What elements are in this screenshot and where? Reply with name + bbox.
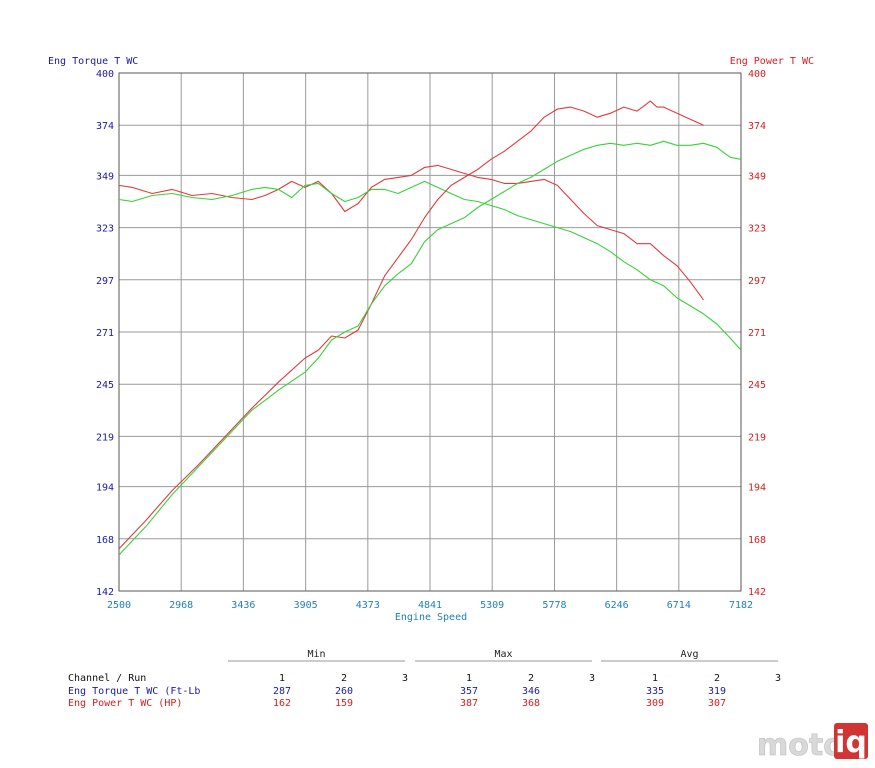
stats-value-avg: 307 xyxy=(708,698,726,709)
stats-value-avg: 319 xyxy=(708,686,726,697)
stats-row-label: Eng Power T WC (HP) xyxy=(68,698,182,709)
right-tick-label: 374 xyxy=(748,121,766,132)
logo-iq-text: iq xyxy=(835,725,867,760)
plot-area-border xyxy=(118,72,742,592)
left-tick-label: 400 xyxy=(96,69,114,80)
left-tick-label: 374 xyxy=(96,121,114,132)
axis-ticks: 2500 2968 3436 3905 4373 4841 5309 5778 6246 6714… xyxy=(96,69,766,611)
stats-value-avg: 309 xyxy=(646,698,664,709)
left-tick-label: 245 xyxy=(96,380,114,391)
x-tick-label: 5309 xyxy=(480,600,504,611)
stats-value-max: 346 xyxy=(522,686,540,697)
x-tick-label: 7182 xyxy=(729,600,753,611)
stats-value-max: 368 xyxy=(522,698,540,709)
left-tick-label: 168 xyxy=(96,535,114,546)
x-axis-title: Engine Speed xyxy=(395,612,467,623)
left-tick-label: 271 xyxy=(96,328,114,339)
x-tick-label: 3905 xyxy=(294,600,318,611)
stats-value-max: 387 xyxy=(460,698,478,709)
stats-run-label: 3 xyxy=(402,673,408,684)
stats-run-label: 2 xyxy=(341,673,347,684)
left-tick-label: 323 xyxy=(96,224,114,235)
x-tick-label: 4373 xyxy=(356,600,380,611)
left-tick-label: 349 xyxy=(96,171,114,182)
x-tick-label: 6246 xyxy=(605,600,629,611)
right-tick-label: 349 xyxy=(748,171,766,182)
right-tick-label: 271 xyxy=(748,328,766,339)
left-tick-label: 219 xyxy=(96,432,114,443)
torque-run1-line xyxy=(118,164,704,301)
x-tick-label: 6714 xyxy=(667,600,691,611)
torque-run2-line xyxy=(118,180,742,351)
stats-row-label: Eng Torque T WC (Ft-Lb xyxy=(68,686,200,697)
right-tick-label: 219 xyxy=(748,432,766,443)
stats-value-min: 162 xyxy=(273,698,291,709)
right-tick-label: 245 xyxy=(748,380,766,391)
stats-group-header-min: Min xyxy=(307,649,325,660)
stats-group-header-max: Max xyxy=(494,649,512,660)
right-tick-label: 400 xyxy=(748,69,766,80)
x-tick-label: 2968 xyxy=(169,600,193,611)
motoiq-logo: moto iq xyxy=(757,723,868,763)
x-tick-label: 4841 xyxy=(418,600,442,611)
right-tick-label: 297 xyxy=(748,276,766,287)
x-tick-label: 3436 xyxy=(231,600,255,611)
stats-value-min: 159 xyxy=(335,698,353,709)
stats-table: Min Max Avg Channel / Run 1 2 3 1 2 3 1 2 3 Eng Torqu… xyxy=(68,649,781,709)
stats-value-min: 260 xyxy=(335,686,353,697)
right-tick-label: 142 xyxy=(748,587,766,598)
stats-value-avg: 335 xyxy=(646,686,664,697)
right-tick-label: 194 xyxy=(748,483,766,494)
left-tick-label: 194 xyxy=(96,483,114,494)
stats-value-max: 357 xyxy=(460,686,478,697)
stats-header-label: Channel / Run xyxy=(68,673,146,684)
right-axis-title: Eng Power T WC xyxy=(730,56,814,67)
stats-run-label: 2 xyxy=(714,673,720,684)
stats-run-label: 1 xyxy=(466,673,472,684)
logo-badge xyxy=(834,723,868,759)
stats-run-label: 2 xyxy=(528,673,534,684)
stats-run-label: 3 xyxy=(589,673,595,684)
right-tick-label: 168 xyxy=(748,535,766,546)
x-tick-label: 5778 xyxy=(542,600,566,611)
left-tick-label: 142 xyxy=(96,587,114,598)
left-tick-label: 297 xyxy=(96,276,114,287)
x-tick-label: 2500 xyxy=(107,600,131,611)
stats-run-label: 1 xyxy=(652,673,658,684)
power-run2-line xyxy=(118,140,742,556)
logo-moto-text: moto xyxy=(757,728,844,763)
right-tick-label: 323 xyxy=(748,224,766,235)
stats-group-header-avg: Avg xyxy=(680,649,698,660)
power-run1-line xyxy=(118,100,704,550)
series-lines xyxy=(118,100,742,556)
left-axis-title: Eng Torque T WC xyxy=(48,56,138,67)
grid xyxy=(118,72,742,592)
stats-value-min: 287 xyxy=(273,686,291,697)
stats-run-label: 1 xyxy=(279,673,285,684)
stats-run-label: 3 xyxy=(775,673,781,684)
